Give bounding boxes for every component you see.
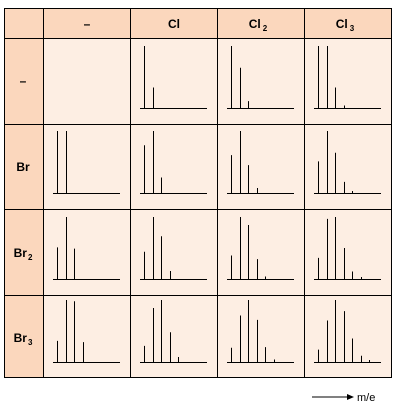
spectrum-r3-c0	[53, 300, 120, 363]
spectrum-r2-c0	[53, 217, 120, 280]
corner-header-cell	[4, 8, 43, 38]
table-grid-lines	[4, 8, 392, 378]
row-header-br: Br	[16, 160, 30, 174]
spectrum-r0-c1	[140, 46, 207, 109]
row-header-bg	[4, 38, 43, 378]
spectrum-r3-c3	[314, 300, 381, 363]
me-axis-label: m/e	[357, 392, 375, 404]
me-axis-indicator: m/e	[312, 392, 375, 404]
spectrum-r1-c0	[53, 131, 120, 194]
me-arrow-head	[347, 394, 354, 400]
spectrum-r1-c1	[140, 131, 207, 194]
col-header-cl3: Cl 3	[336, 17, 355, 33]
row-header-br2: Br2	[14, 246, 33, 262]
col-header-none: –	[84, 17, 91, 31]
spectrum-r1-c2	[227, 131, 294, 194]
spectrum-r2-c3	[314, 217, 381, 280]
spectrum-r0-c2	[227, 46, 294, 109]
col-header-cl: Cl	[168, 17, 180, 31]
spectrum-r3-c1	[140, 300, 207, 363]
spectrum-r2-c1	[140, 217, 207, 280]
spectrum-r3-c2	[227, 300, 294, 363]
spectrum-r1-c3	[314, 131, 381, 194]
col-header-cl2: Cl 2	[249, 17, 268, 33]
spectrum-r2-c2	[227, 217, 294, 280]
spectra-layer	[53, 46, 381, 363]
row-header-br3: Br3	[14, 331, 33, 347]
row-header-none: –	[20, 74, 27, 88]
spectrum-r0-c3	[314, 46, 381, 109]
